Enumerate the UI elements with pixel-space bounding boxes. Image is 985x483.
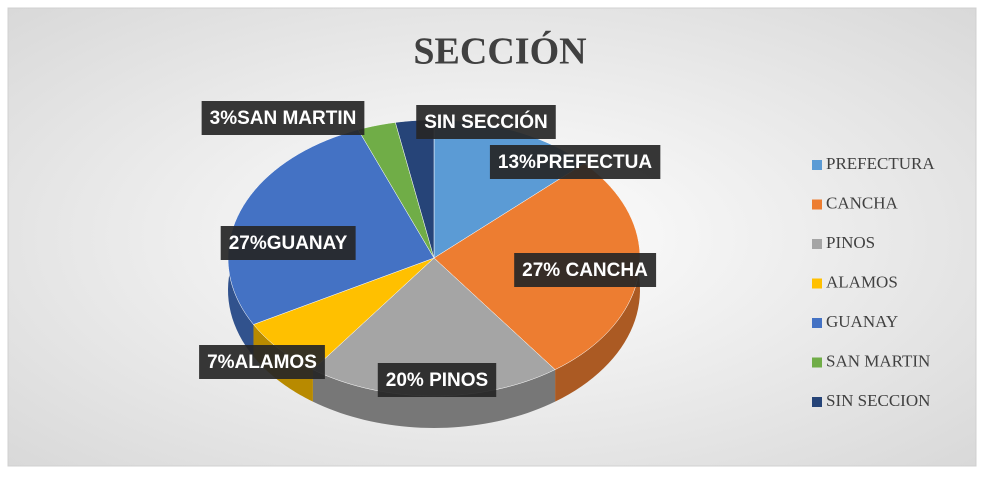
legend-label: SAN MARTIN	[826, 351, 930, 370]
data-label: 27% CANCHA	[522, 260, 648, 281]
legend-label: ALAMOS	[826, 272, 898, 291]
data-label-box	[416, 105, 556, 139]
chart-title: SECCIÓN	[413, 31, 586, 73]
data-label-box	[199, 345, 325, 379]
legend-label: GUANAY	[826, 312, 898, 331]
data-label: 13%PREFECTUA	[498, 152, 652, 173]
legend-label: CANCHA	[826, 193, 899, 212]
legend-swatch	[812, 318, 822, 328]
data-label: 27%GUANAY	[229, 233, 348, 254]
data-label: 7%ALAMOS	[207, 352, 317, 373]
legend-swatch	[812, 397, 822, 407]
legend-swatch	[812, 199, 822, 210]
legend-swatch	[812, 160, 822, 170]
legend-label: SIN SECCION	[826, 391, 930, 410]
slice-side	[312, 369, 556, 428]
data-label-box	[514, 253, 657, 287]
data-label: 20% PINOS	[386, 370, 488, 391]
data-label-box	[201, 101, 365, 135]
data-label: SIN SECCIÓN	[424, 111, 548, 133]
data-label: 3%SAN MARTIN	[210, 108, 357, 129]
data-label-box	[377, 363, 497, 397]
legend-label: PREFECTURA	[826, 154, 935, 173]
legend-swatch	[812, 357, 822, 368]
data-label-box	[489, 145, 661, 179]
data-label-box	[220, 226, 356, 260]
legend-label: PINOS	[826, 233, 875, 252]
legend-swatch	[812, 278, 822, 289]
legend-swatch	[812, 239, 822, 249]
